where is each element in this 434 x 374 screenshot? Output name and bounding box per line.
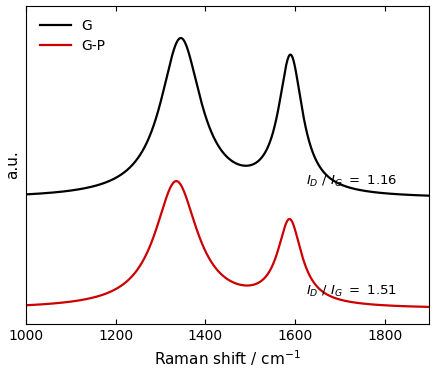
G-P xyxy=(426,305,431,309)
G-P xyxy=(173,179,178,183)
Legend: G, G-P: G, G-P xyxy=(33,12,112,60)
G xyxy=(195,89,201,93)
G xyxy=(426,193,431,198)
X-axis label: Raman shift / cm$^{-1}$: Raman shift / cm$^{-1}$ xyxy=(154,349,300,368)
G xyxy=(375,190,380,195)
Line: G: G xyxy=(26,38,428,196)
G-P xyxy=(93,295,99,299)
G xyxy=(178,36,183,40)
G xyxy=(93,183,99,188)
G xyxy=(69,188,75,193)
G-P xyxy=(195,232,201,236)
G xyxy=(23,192,29,197)
G-P xyxy=(23,303,29,307)
Text: $\mathit{I}_\mathit{D}\ /\ \mathit{I}_\mathit{G}\ =\ 1.16$: $\mathit{I}_\mathit{D}\ /\ \mathit{I}_\m… xyxy=(306,174,397,189)
Line: G-P: G-P xyxy=(26,181,428,307)
Y-axis label: a.u.: a.u. xyxy=(6,151,20,179)
G xyxy=(418,193,423,198)
G xyxy=(178,36,183,40)
G-P xyxy=(418,304,423,309)
G-P xyxy=(69,299,75,304)
G-P xyxy=(375,303,380,307)
G-P xyxy=(178,183,183,187)
Text: $\mathit{I}_\mathit{D}\ /\ \mathit{I}_\mathit{G}\ =\ 1.51$: $\mathit{I}_\mathit{D}\ /\ \mathit{I}_\m… xyxy=(306,284,396,299)
